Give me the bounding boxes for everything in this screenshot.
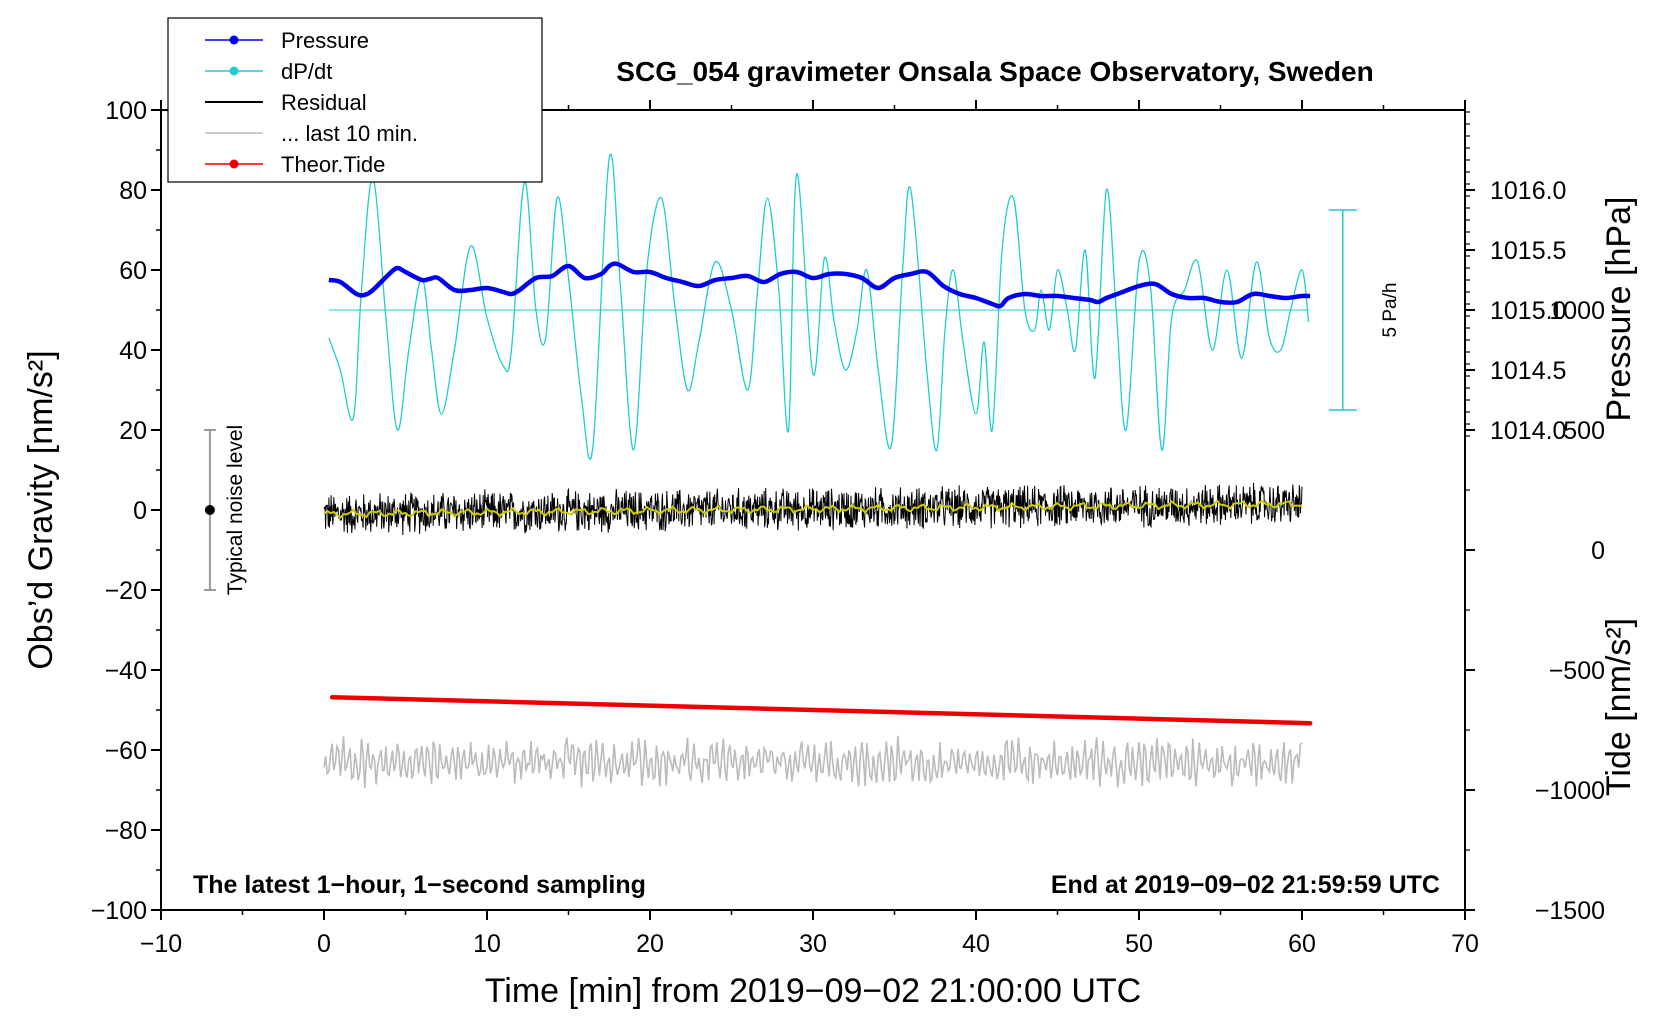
x-tick-label: 0 xyxy=(317,930,331,958)
annotations: Typical noise level 5 Pa/h xyxy=(203,209,1401,595)
noise-bar-center-dot xyxy=(204,505,215,515)
residual-smoothed-line xyxy=(323,499,1303,520)
pressure-tick-label: 1015.5 xyxy=(1490,237,1566,265)
bottom-left-note: The latest 1−hour, 1−second sampling xyxy=(193,871,646,899)
tide-tick-label: 500 xyxy=(1563,417,1605,445)
y-left-tick-label: 40 xyxy=(119,337,147,365)
y-left-tick-label: −80 xyxy=(105,817,147,845)
tide-tick-label: 0 xyxy=(1591,537,1605,565)
y-left-tick-label: −20 xyxy=(105,577,147,605)
x-tick-label: 70 xyxy=(1451,930,1479,958)
theor-tide-line xyxy=(329,694,1313,726)
legend-label: Theor.Tide xyxy=(281,152,385,177)
x-tick-label: 10 xyxy=(473,930,501,958)
legend-label: Pressure xyxy=(281,28,369,53)
y-axis-tide-label: Tide [nm/s²] xyxy=(1600,618,1638,796)
legend-label: ... last 10 min. xyxy=(281,121,418,146)
residual-line xyxy=(323,482,1303,536)
y-left-tick-label: −100 xyxy=(91,897,147,925)
x-tick-label: 20 xyxy=(636,930,664,958)
pressure-tick-label: 1014.0 xyxy=(1490,417,1566,445)
y-left-tick-label: 80 xyxy=(119,177,147,205)
bottom-right-note: End at 2019−09−02 21:59:59 UTC xyxy=(1051,871,1440,899)
legend-label: dP/dt xyxy=(281,59,332,84)
y-axis-tide: 1000 500 0 −500 −1000 −1500 xyxy=(1465,297,1605,925)
pressure-line xyxy=(328,261,1311,309)
y-axis-pressure: 1016.0 1015.5 1015.0 1014.5 1014.0 xyxy=(1465,111,1566,445)
x-tick-label: 40 xyxy=(962,930,990,958)
scale-bar-label: 5 Pa/h xyxy=(1380,283,1401,338)
series-layer xyxy=(323,153,1313,788)
x-tick-label: 30 xyxy=(799,930,827,958)
y-left-tick-label: 20 xyxy=(119,417,147,445)
y-left-tick-label: −60 xyxy=(105,737,147,765)
y-axis-left: 100 80 60 40 20 0 −20 −40 −60 −80 −100 xyxy=(91,97,161,925)
legend-marker xyxy=(229,159,239,169)
x-tick-label: −10 xyxy=(140,930,182,958)
y-left-tick-label: 100 xyxy=(105,97,147,125)
legend: Pressure dP/dt Residual ... last 10 min. The… xyxy=(167,17,543,183)
legend-label: Residual xyxy=(281,90,367,115)
y-left-tick-label: −40 xyxy=(105,657,147,685)
pressure-tick-label: 1015.0 xyxy=(1490,297,1566,325)
x-axis-label: Time [min] from 2019−09−02 21:00:00 UTC xyxy=(485,972,1141,1010)
legend-marker xyxy=(229,66,239,76)
tide-tick-label: −1000 xyxy=(1535,777,1605,805)
noise-bar-label: Typical noise level xyxy=(224,425,247,595)
legend-box xyxy=(167,17,543,183)
tide-tick-label: 1000 xyxy=(1549,297,1605,325)
dpdt-line xyxy=(328,153,1310,460)
y-left-tick-label: 0 xyxy=(133,497,147,525)
x-tick-label: 60 xyxy=(1288,930,1316,958)
tide-tick-label: −1500 xyxy=(1535,897,1605,925)
pressure-tick-label: 1014.5 xyxy=(1490,357,1566,385)
legend-marker xyxy=(229,35,239,45)
y-axis-pressure-label: Pressure [hPa] xyxy=(1600,197,1638,422)
last-10-min-line xyxy=(323,735,1303,788)
y-axis-left-label: Obs’d Gravity [nm/s²] xyxy=(22,350,60,669)
tide-tick-label: −500 xyxy=(1549,657,1605,685)
x-axis: −10 0 10 20 30 40 50 60 70 xyxy=(140,100,1479,958)
y-left-tick-label: 60 xyxy=(119,257,147,285)
x-tick-label: 50 xyxy=(1125,930,1153,958)
pressure-tick-label: 1016.0 xyxy=(1490,177,1566,205)
chart-title: SCG_054 gravimeter Onsala Space Observat… xyxy=(616,56,1373,87)
